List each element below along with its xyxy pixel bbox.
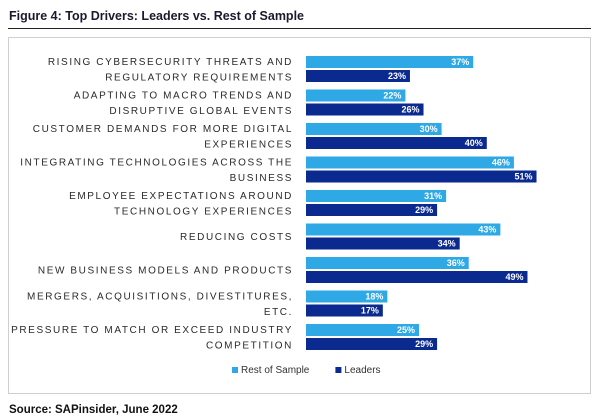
- bar-value-label: 31%: [424, 191, 442, 201]
- bar-rest-of-sample: [306, 56, 474, 68]
- bar-value-label: 25%: [397, 325, 415, 335]
- category-label: ETC.: [264, 307, 293, 318]
- category-label: EMPLOYEE EXPECTATIONS AROUND: [69, 191, 293, 202]
- category-label: DISRUPTIVE GLOBAL EVENTS: [109, 106, 293, 117]
- category-label: MERGERS, ACQUISITIONS, DIVESTITURES,: [27, 291, 293, 302]
- bar-value-label: 23%: [388, 71, 406, 81]
- bar-value-label: 37%: [451, 57, 469, 67]
- bar-leaders: [306, 271, 528, 283]
- bar-rest-of-sample: [306, 123, 442, 135]
- source-note: Source: SAPinsider, June 2022: [9, 404, 178, 416]
- bar-value-label: 29%: [415, 339, 433, 349]
- category-label: REGULATORY REQUIREMENTS: [105, 72, 293, 83]
- category-label: TECHNOLOGY EXPERIENCES: [114, 206, 293, 217]
- bar-value-label: 22%: [383, 91, 401, 101]
- category-label: ADAPTING TO MACRO TRENDS AND: [74, 90, 293, 101]
- bar-value-label: 51%: [515, 172, 533, 182]
- bar-value-label: 18%: [365, 292, 383, 302]
- bar-value-label: 29%: [415, 205, 433, 215]
- bar-rest-of-sample: [306, 89, 406, 102]
- bar-rest-of-sample: [306, 223, 501, 236]
- bar-rest-of-sample: [306, 324, 419, 336]
- bar-leaders: [306, 170, 537, 183]
- bar-rest-of-sample: [306, 190, 447, 202]
- legend-swatch-leaders: [335, 367, 342, 373]
- category-label: INTEGRATING TECHNOLOGIES ACROSS THE: [20, 157, 293, 168]
- category-label: REDUCING COSTS: [180, 232, 293, 243]
- category-label: EXPERIENCES: [204, 139, 293, 150]
- bar-value-label: 30%: [420, 124, 438, 134]
- bar-value-label: 43%: [478, 225, 496, 235]
- bar-leaders: [306, 103, 424, 116]
- bar-leaders: [306, 70, 410, 82]
- bar-value-label: 17%: [361, 306, 379, 316]
- bar-rest-of-sample: [306, 257, 469, 269]
- bar-value-label: 46%: [492, 158, 510, 168]
- bar-rest-of-sample: [306, 156, 514, 169]
- bar-value-label: 36%: [447, 258, 465, 268]
- category-label: RISING CYBERSECURITY THREATS AND: [48, 57, 293, 68]
- title-rule: [8, 28, 591, 29]
- category-label: BUSINESS: [230, 173, 293, 184]
- category-label: PRESSURE TO MATCH OR EXCEED INDUSTRY: [11, 325, 293, 336]
- bar-leaders: [306, 338, 438, 350]
- category-label: NEW BUSINESS MODELS AND PRODUCTS: [38, 266, 293, 277]
- category-label: CUSTOMER DEMANDS FOR MORE DIGITAL: [33, 124, 293, 135]
- chart-frame: [8, 37, 591, 394]
- bar-leaders: [306, 237, 460, 250]
- bar-leaders: [306, 204, 438, 216]
- bar-leaders: [306, 304, 383, 317]
- bar-value-label: 34%: [438, 239, 456, 249]
- legend-label: Rest of Sample: [241, 365, 310, 376]
- legend-swatch-rest-of-sample: [232, 367, 238, 373]
- figure-title: Figure 4: Top Drivers: Leaders vs. Rest …: [9, 9, 304, 23]
- bar-value-label: 49%: [505, 272, 523, 282]
- bar-value-label: 40%: [465, 138, 483, 148]
- bar-rest-of-sample: [306, 290, 388, 303]
- category-label: COMPETITION: [206, 340, 293, 351]
- legend-label: Leaders: [344, 365, 380, 376]
- bar-value-label: 26%: [402, 105, 420, 115]
- bar-leaders: [306, 137, 487, 149]
